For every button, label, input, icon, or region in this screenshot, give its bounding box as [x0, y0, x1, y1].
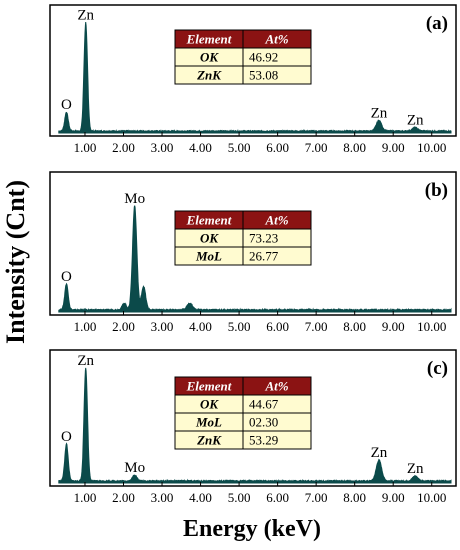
x-tick-label: 4.00: [189, 490, 212, 505]
panel-letter: (a): [426, 13, 448, 34]
table-header-label: At%: [264, 32, 288, 47]
table-value: 02.30: [249, 415, 278, 430]
table-value: 46.92: [249, 50, 278, 65]
panel-c: 1.00 2.00 3.00 4.00 5.00 6.00 7.00 8.00 9.00 10.0…: [49, 349, 457, 505]
panel-letter: (b): [425, 180, 448, 201]
x-tick-label: 1.00: [74, 319, 97, 334]
x-tick-label: 4.00: [189, 319, 212, 334]
x-tick-label: 7.00: [305, 319, 328, 334]
peak-label: Mo: [124, 191, 145, 207]
x-tick-label: 2.00: [112, 490, 135, 505]
x-tick-label: 3.00: [151, 140, 174, 155]
table-header-label: At%: [264, 379, 288, 394]
peak-label: Zn: [371, 445, 388, 461]
table-header-label: Element: [186, 379, 232, 394]
table-header-label: Element: [186, 32, 232, 47]
x-tick-label: 1.00: [74, 490, 97, 505]
x-tick-label: 10.00: [417, 140, 446, 155]
panel-letter: (c): [427, 358, 448, 379]
x-tick-label: 1.00: [74, 140, 97, 155]
x-tick-label: 8.00: [343, 140, 366, 155]
x-tick-label: 6.00: [266, 140, 289, 155]
x-tick-label: 6.00: [266, 319, 289, 334]
x-tick-label: 3.00: [151, 319, 174, 334]
peak-label: Zn: [77, 7, 94, 23]
table-cell: [242, 246, 312, 266]
spectrum-series: [58, 367, 452, 484]
composition-table: Element At% OK 73.23 MoL 26.77: [174, 210, 312, 266]
x-tick-label: 10.00: [417, 319, 446, 334]
composition-table: Element At% OK 46.92 ZnK 53.08: [174, 29, 312, 85]
x-tick-label: 9.00: [382, 140, 405, 155]
x-axis-title: Energy (keV): [183, 516, 321, 542]
peak-label: Zn: [371, 105, 388, 121]
x-tick-label: 6.00: [266, 490, 289, 505]
panel-a: 1.00 2.00 3.00 4.00 5.00 6.00 7.00 8.00 9.00 10.0…: [49, 4, 457, 155]
peak-label: Mo: [124, 460, 145, 476]
table-element: OK: [200, 50, 219, 65]
y-axis-title: Intensity (Cnt): [1, 180, 30, 344]
peak-label: Zn: [77, 353, 94, 369]
x-tick-label: 8.00: [343, 319, 366, 334]
table-element: ZnK: [196, 433, 222, 448]
peak-label: O: [61, 97, 72, 113]
x-tick-label: 2.00: [112, 319, 135, 334]
table-value: 73.23: [249, 231, 278, 246]
table-value: 44.67: [249, 397, 279, 412]
x-tick-label: 5.00: [228, 140, 251, 155]
peak-label: Zn: [407, 112, 424, 128]
table-element: MoL: [195, 415, 222, 430]
x-tick-label: 10.00: [417, 490, 446, 505]
table-header-label: Element: [186, 213, 232, 228]
table-cell: [242, 430, 312, 450]
table-element: ZnK: [196, 68, 222, 83]
table-element: OK: [200, 231, 219, 246]
table-element: MoL: [195, 249, 222, 264]
x-tick-label: 8.00: [343, 490, 366, 505]
peak-label: O: [61, 429, 72, 445]
x-tick-label: 7.00: [305, 140, 328, 155]
x-tick-label: 3.00: [151, 490, 174, 505]
panel-b: 1.00 2.00 3.00 4.00 5.00 6.00 7.00 8.00 9.00 10.0…: [49, 171, 457, 334]
table-element: OK: [200, 397, 219, 412]
table-value: 26.77: [249, 249, 279, 264]
table-header-label: At%: [264, 213, 288, 228]
table-value: 53.08: [249, 68, 278, 83]
x-tick-label: 7.00: [305, 490, 328, 505]
x-tick-label: 2.00: [112, 140, 135, 155]
table-cell: [242, 65, 312, 85]
peak-label: O: [61, 269, 72, 285]
spectrum-series: [58, 205, 452, 313]
x-tick-label: 4.00: [189, 140, 212, 155]
x-tick-label: 5.00: [228, 490, 251, 505]
peak-label: Zn: [407, 461, 424, 477]
composition-table: Element At% OK 44.67 MoL 02.30 ZnK 53.29: [174, 376, 312, 450]
table-value: 53.29: [249, 433, 278, 448]
x-tick-label: 9.00: [382, 319, 405, 334]
x-tick-label: 9.00: [382, 490, 405, 505]
x-tick-label: 5.00: [228, 319, 251, 334]
spectrum-series: [58, 22, 452, 134]
